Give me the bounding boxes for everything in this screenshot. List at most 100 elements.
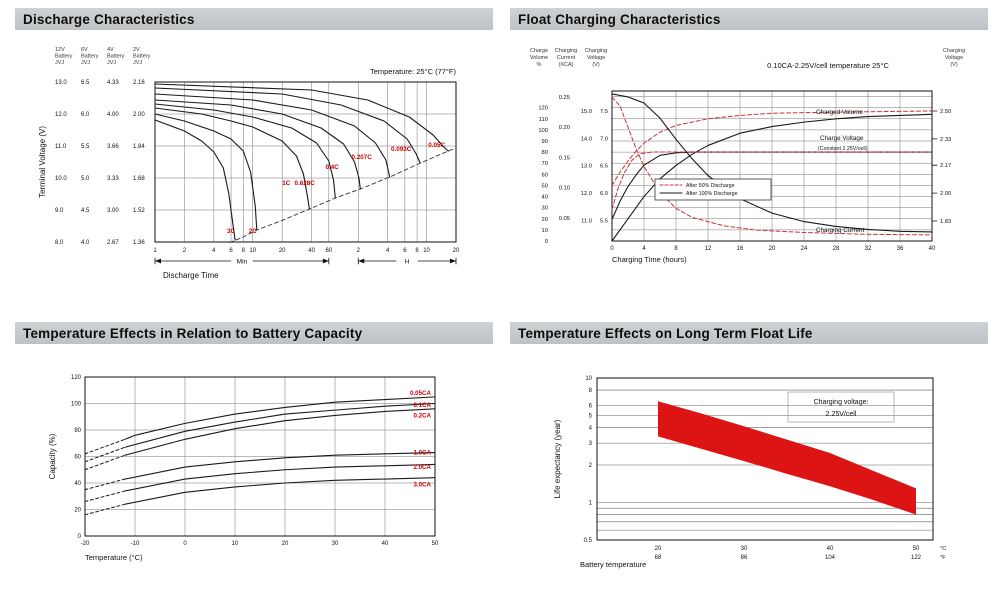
- svg-text:7.0: 7.0: [600, 136, 608, 142]
- svg-text:2: 2: [357, 248, 361, 254]
- svg-text:0.4C: 0.4C: [326, 164, 340, 171]
- svg-text:1.84: 1.84: [133, 144, 145, 150]
- svg-text:6.0: 6.0: [81, 112, 90, 118]
- svg-text:2: 2: [589, 463, 593, 469]
- svg-text:12.0: 12.0: [581, 191, 592, 197]
- svg-text:2.25V/cell: 2.25V/cell: [826, 411, 857, 418]
- svg-text:1.36: 1.36: [133, 240, 145, 246]
- svg-text:1.0CA: 1.0CA: [413, 450, 431, 457]
- svg-text:Battery: Battery: [55, 54, 73, 60]
- svg-text:Capacity (%): Capacity (%): [48, 433, 57, 479]
- svg-text:68: 68: [655, 555, 662, 561]
- curve-0.207C: [154, 93, 391, 178]
- curve-0.2CA: [124, 408, 436, 456]
- svg-text:2.16: 2.16: [133, 80, 145, 86]
- svg-text:13.0: 13.0: [581, 164, 592, 170]
- charging-voltage-note-box: [787, 391, 895, 423]
- svg-text:12V: 12V: [55, 47, 65, 53]
- section-title-temp-capacity: Temperature Effects in Relation to Batte…: [15, 322, 493, 344]
- svg-text:11.0: 11.0: [581, 218, 592, 224]
- svg-text:H: H: [405, 259, 410, 266]
- curve-3.0CA: [124, 477, 436, 505]
- svg-text:10: 10: [542, 228, 548, 234]
- svg-text:0.20: 0.20: [559, 125, 570, 131]
- panel-temp-capacity: Temperature Effects in Relation to Batte…: [15, 322, 493, 598]
- svg-text:0: 0: [610, 246, 614, 252]
- svg-text:9.0: 9.0: [55, 208, 64, 214]
- svg-text:28: 28: [833, 246, 840, 252]
- svg-text:0: 0: [545, 239, 548, 245]
- svg-text:7.5: 7.5: [600, 109, 608, 115]
- svg-text:(Constant 2.25V/cell): (Constant 2.25V/cell): [818, 146, 868, 152]
- svg-text:10: 10: [423, 248, 430, 254]
- svg-text:60: 60: [542, 172, 548, 178]
- curve-0.1CA: [124, 402, 436, 448]
- svg-text:13.0: 13.0: [55, 80, 67, 86]
- svg-text:50: 50: [913, 546, 920, 552]
- svg-text:100: 100: [538, 128, 548, 134]
- section-title-text: Temperature Effects in Relation to Batte…: [23, 325, 363, 341]
- svg-text:80: 80: [542, 150, 548, 156]
- svg-text:(V): (V): [592, 62, 600, 68]
- svg-text:6: 6: [229, 248, 233, 254]
- svg-text:11.0: 11.0: [55, 144, 67, 150]
- svg-text:8: 8: [415, 248, 419, 254]
- svg-text:80: 80: [74, 428, 81, 434]
- svg-text:0.25: 0.25: [559, 95, 570, 101]
- svg-text:4V: 4V: [107, 47, 114, 53]
- svg-text:0.2CA: 0.2CA: [413, 412, 431, 419]
- svg-text:4.33: 4.33: [107, 80, 119, 86]
- svg-text:Temperature: 25°C (77°F): Temperature: 25°C (77°F): [370, 67, 457, 76]
- svg-text:3.00: 3.00: [107, 208, 119, 214]
- svg-text:4.5: 4.5: [81, 208, 90, 214]
- svg-text:1.68: 1.68: [133, 176, 145, 182]
- svg-text:0.628C: 0.628C: [295, 180, 316, 187]
- svg-text:(V): (V): [950, 62, 958, 68]
- svg-text:30: 30: [741, 546, 748, 552]
- svg-text:10: 10: [232, 541, 239, 547]
- svg-text:40: 40: [542, 195, 548, 201]
- svg-text:4: 4: [386, 248, 390, 254]
- svg-text:100: 100: [71, 402, 82, 408]
- svg-text:Battery: Battery: [81, 54, 99, 60]
- svg-text:Volume: Volume: [530, 55, 548, 61]
- cutoff-curve: [229, 147, 457, 244]
- curve-charge-voltage-50: [611, 151, 933, 211]
- svg-text:Battery: Battery: [133, 54, 151, 60]
- svg-text:Charging Current: Charging Current: [816, 227, 865, 234]
- svg-text:°F: °F: [940, 555, 946, 561]
- curve-0.628C: [154, 103, 336, 199]
- section-title-float-charging: Float Charging Characteristics: [510, 8, 988, 30]
- svg-text:3.66: 3.66: [107, 144, 119, 150]
- svg-text:0.05: 0.05: [559, 216, 570, 222]
- svg-text:5.0: 5.0: [81, 176, 90, 182]
- float-charging-chart: ChargeVolume%ChargingCurrent(XCA)Chargin…: [510, 36, 988, 308]
- svg-text:JVJ: JVJ: [81, 60, 90, 66]
- svg-text:40: 40: [929, 246, 936, 252]
- svg-text:Current: Current: [557, 55, 576, 61]
- svg-text:1.83: 1.83: [940, 219, 951, 225]
- float-life-band: [658, 401, 916, 515]
- panel-float-charging: Float Charging Characteristics Charge Vol…: [510, 8, 988, 308]
- svg-text:20: 20: [769, 246, 776, 252]
- section-title-discharge: Discharge Characteristics: [15, 8, 493, 30]
- svg-text:0.15: 0.15: [559, 155, 570, 161]
- svg-text:24: 24: [801, 246, 808, 252]
- curve-0.05CA: [124, 396, 436, 440]
- svg-text:After 100% Discharge: After 100% Discharge: [686, 191, 738, 197]
- curve-2C: [154, 113, 258, 231]
- svg-text:1: 1: [589, 501, 593, 507]
- svg-text:Charge Voltage: Charge Voltage: [820, 135, 864, 142]
- svg-text:6V: 6V: [81, 47, 88, 53]
- svg-text:Discharge Time: Discharge Time: [163, 271, 219, 280]
- svg-text:60: 60: [325, 248, 332, 254]
- svg-text:Battery temperature: Battery temperature: [580, 560, 646, 569]
- curve-0.05C: [154, 83, 449, 152]
- svg-text:0.5: 0.5: [584, 538, 593, 544]
- svg-text:0.05CA: 0.05CA: [410, 390, 432, 397]
- section-title-text: Discharge Characteristics: [23, 11, 195, 27]
- svg-text:2.0CA: 2.0CA: [413, 464, 431, 471]
- svg-text:120: 120: [71, 375, 82, 381]
- svg-text:2V: 2V: [133, 47, 140, 53]
- svg-text:-20: -20: [81, 541, 90, 547]
